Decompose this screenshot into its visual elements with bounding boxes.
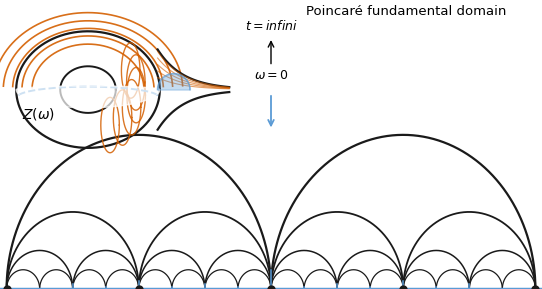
Text: $\omega=0$: $\omega=0$ (254, 69, 288, 82)
Polygon shape (16, 86, 160, 108)
Text: $t=infini$: $t=infini$ (244, 19, 298, 33)
Text: $Z(\omega)$: $Z(\omega)$ (22, 106, 55, 122)
Text: Poincaré fundamental domain: Poincaré fundamental domain (306, 5, 507, 18)
